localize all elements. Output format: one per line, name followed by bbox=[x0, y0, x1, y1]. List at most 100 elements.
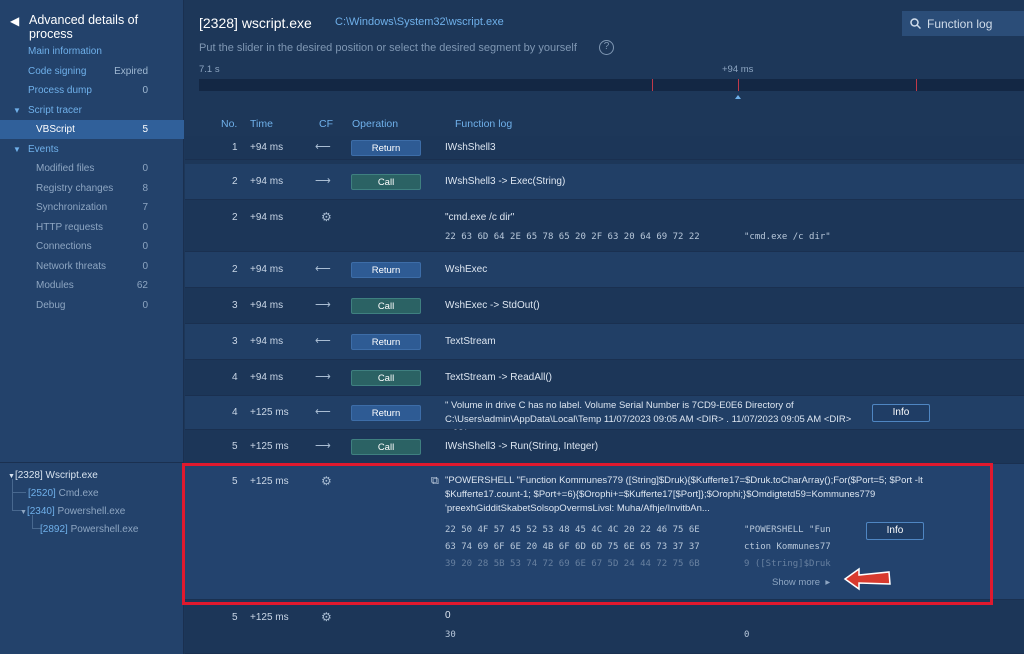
operation-badge: Call bbox=[351, 439, 421, 455]
timeline-event-mark bbox=[916, 79, 917, 91]
table-row[interactable]: 3 +94 ms ⟵ Return TextStream bbox=[185, 324, 1024, 360]
arrow-right-icon: ⟶ bbox=[315, 299, 331, 311]
arrow-left-icon: ⟵ bbox=[315, 263, 331, 275]
sidebar-item-debug[interactable]: Debug 0 bbox=[0, 296, 184, 315]
sidebar-item-count: 8 bbox=[142, 183, 148, 194]
arrow-right-icon: ⟶ bbox=[315, 440, 331, 452]
row-time: +94 ms bbox=[250, 264, 284, 275]
col-operation[interactable]: Operation bbox=[352, 118, 399, 130]
info-button[interactable]: Info bbox=[866, 522, 924, 540]
table-row[interactable]: 5 +125 ms ⟶ Call IWshShell3 -> Run(String, I… bbox=[185, 430, 1024, 464]
collapse-triangle-icon[interactable]: ▼ bbox=[8, 473, 15, 480]
operation-badge: Return bbox=[351, 140, 421, 156]
row-time: +94 ms bbox=[250, 142, 284, 153]
sidebar-item-label: Synchronization bbox=[36, 202, 108, 213]
arrow-right-icon: ⟶ bbox=[315, 371, 331, 383]
expand-triangle-icon[interactable]: ▼ bbox=[13, 106, 21, 115]
row-time: +125 ms bbox=[250, 407, 289, 418]
row-no: 3 bbox=[232, 336, 238, 347]
col-no[interactable]: No. bbox=[221, 118, 238, 130]
tree-node[interactable]: ▼[2340] Powershell.exe bbox=[20, 506, 126, 517]
sidebar-item-count: 0 bbox=[142, 85, 148, 96]
operation-badge: Call bbox=[351, 174, 421, 190]
operation-badge: Call bbox=[351, 298, 421, 314]
sidebar-item-synchronization[interactable]: Synchronization 7 bbox=[0, 198, 184, 217]
expand-triangle-icon[interactable]: ▼ bbox=[13, 145, 21, 154]
process-path[interactable]: C:\Windows\System32\wscript.exe bbox=[335, 16, 504, 28]
function-log-text: IWshShell3 -> Exec(String) bbox=[445, 176, 566, 187]
sidebar-item-vbscript[interactable]: VBScript 5 bbox=[0, 120, 184, 139]
sidebar-item-label: HTTP requests bbox=[36, 222, 104, 233]
tree-node[interactable]: [2520] Cmd.exe bbox=[28, 488, 99, 499]
col-function-log[interactable]: Function log bbox=[455, 118, 513, 130]
sidebar-item-count: 5 bbox=[142, 124, 148, 135]
function-log-text: "POWERSHELL "Function Kommunes779 ([Stri… bbox=[445, 475, 923, 514]
sidebar-item-count: 62 bbox=[136, 280, 148, 291]
sidebar-item-main-information[interactable]: Main information bbox=[0, 42, 184, 61]
sidebar-item-label: Process dump bbox=[28, 85, 92, 96]
timeline-slider[interactable] bbox=[199, 79, 1024, 91]
row-no: 5 bbox=[232, 476, 238, 487]
timeline-start-label: 7.1 s bbox=[199, 64, 220, 75]
ascii-line: 0 bbox=[744, 630, 750, 640]
sidebar-item-connections[interactable]: Connections 0 bbox=[0, 237, 184, 256]
function-log-text: "cmd.exe /c dir" bbox=[445, 212, 515, 223]
timeline-event-mark bbox=[738, 79, 739, 91]
table-row[interactable]: 2 +94 ms ⟶ Call IWshShell3 -> Exec(String) bbox=[185, 164, 1024, 200]
arrow-right-icon: ⟶ bbox=[315, 175, 331, 187]
collapse-triangle-icon[interactable]: ▼ bbox=[20, 509, 27, 516]
sidebar-item-count: 0 bbox=[142, 163, 148, 174]
process-tree: ▼[2328] Wscript.exe [2520] Cmd.exe ▼[2340]… bbox=[0, 462, 184, 654]
row-time: +125 ms bbox=[250, 476, 289, 487]
sidebar-item-label: Network threats bbox=[36, 261, 107, 272]
info-button[interactable]: Info bbox=[872, 404, 930, 422]
function-log-text: TextStream bbox=[445, 336, 496, 347]
timeline-marker-label: +94 ms bbox=[722, 64, 754, 75]
search-input[interactable]: Function log bbox=[902, 11, 1024, 36]
help-icon[interactable]: ? bbox=[599, 40, 614, 55]
back-arrow-icon[interactable]: ◀ bbox=[10, 14, 20, 28]
sidebar-title: Advanced details of process bbox=[29, 13, 139, 41]
operation-badge: Return bbox=[351, 405, 421, 421]
tree-node[interactable]: ▼[2328] Wscript.exe bbox=[8, 470, 98, 481]
table-row[interactable]: 2 +94 ms ⟵ Return WshExec bbox=[185, 252, 1024, 288]
table-row[interactable]: 5 +125 ms ⚙ 0 30 0 bbox=[185, 600, 1024, 654]
sidebar-item-code-signing[interactable]: Code signing Expired bbox=[0, 62, 184, 81]
hex-line: 30 bbox=[445, 630, 456, 640]
sidebar-item-label: Connections bbox=[36, 241, 92, 252]
timeline-event-mark bbox=[652, 79, 653, 91]
sidebar-item-count: 7 bbox=[142, 202, 148, 213]
sidebar-item-http-requests[interactable]: HTTP requests 0 bbox=[0, 218, 184, 237]
gear-icon: ⚙ bbox=[321, 210, 332, 224]
operation-badge: Return bbox=[351, 262, 421, 278]
sidebar-item-process-dump[interactable]: Process dump 0 bbox=[0, 81, 184, 100]
row-no: 4 bbox=[232, 407, 238, 418]
table-row[interactable]: 4 +125 ms ⟵ Return " Volume in drive C has n… bbox=[185, 396, 1024, 439]
col-time[interactable]: Time bbox=[250, 118, 273, 130]
row-time: +94 ms bbox=[250, 212, 284, 223]
copy-icon[interactable]: ⧉ bbox=[431, 475, 439, 487]
sidebar-item-network-threats[interactable]: Network threats 0 bbox=[0, 257, 184, 276]
show-more-button[interactable]: Show more ▸ bbox=[772, 577, 831, 588]
sidebar-item-modified-files[interactable]: Modified files 0 bbox=[0, 159, 184, 178]
table-row[interactable]: 4 +94 ms ⟶ Call TextStream -> ReadAll() bbox=[185, 360, 1024, 396]
sidebar-item-events[interactable]: ▼ Events bbox=[0, 140, 184, 159]
sidebar-item-modules[interactable]: Modules 62 bbox=[0, 276, 184, 295]
sidebar-item-count: Expired bbox=[114, 66, 148, 77]
function-log-text: IWshShell3 bbox=[445, 142, 496, 153]
tree-node[interactable]: [2892] Powershell.exe bbox=[40, 524, 139, 535]
ascii-line: "POWERSHELL "Fun bbox=[744, 525, 831, 535]
table-row[interactable]: 5 +125 ms ⚙ ⧉ "POWERSHELL "Function Kommunes… bbox=[185, 464, 1024, 600]
table-row[interactable]: 3 +94 ms ⟶ Call WshExec -> StdOut() bbox=[185, 288, 1024, 324]
sidebar-item-label: Modules bbox=[36, 280, 74, 291]
function-log-text: WshExec bbox=[445, 264, 488, 275]
ascii-line: 9 ([String]$Druk bbox=[744, 559, 831, 569]
table-row[interactable]: 2 +94 ms ⚙ "cmd.exe /c dir" 22 63 6D 64 2E 6… bbox=[185, 200, 1024, 252]
row-time: +94 ms bbox=[250, 300, 284, 311]
sidebar-item-registry-changes[interactable]: Registry changes 8 bbox=[0, 179, 184, 198]
sidebar-item-count: 0 bbox=[142, 300, 148, 311]
sidebar-item-script-tracer[interactable]: ▼ Script tracer bbox=[0, 101, 184, 120]
col-cf[interactable]: CF bbox=[319, 118, 333, 130]
table-row[interactable]: 1 +94 ms ⟵ Return IWshShell3 bbox=[185, 136, 1024, 160]
slider-handle[interactable] bbox=[735, 95, 741, 99]
